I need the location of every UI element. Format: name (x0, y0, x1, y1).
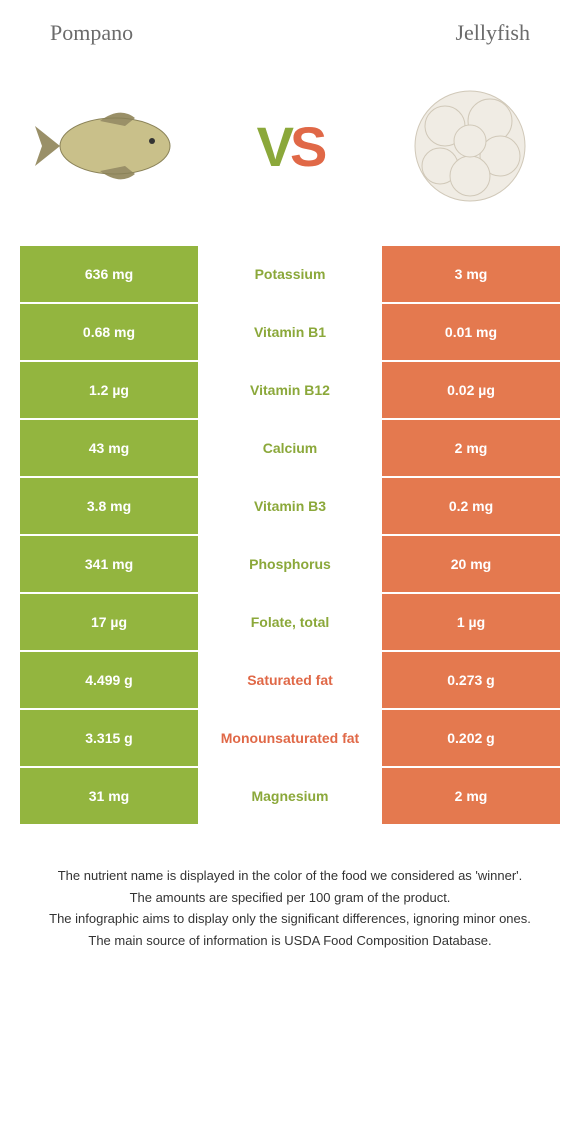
value-right: 0.202 g (382, 710, 560, 766)
value-right: 1 µg (382, 594, 560, 650)
nutrient-label: Folate, total (198, 594, 382, 650)
table-row: 3.315 gMonounsaturated fat0.202 g (20, 710, 560, 766)
table-row: 17 µgFolate, total1 µg (20, 594, 560, 650)
value-left: 3.315 g (20, 710, 198, 766)
vs-label: VS (257, 114, 324, 179)
vs-s: S (290, 115, 323, 178)
value-right: 0.02 µg (382, 362, 560, 418)
value-left: 341 mg (20, 536, 198, 592)
table-row: 0.68 mgVitamin B10.01 mg (20, 304, 560, 360)
title-jellyfish: Jellyfish (455, 20, 530, 46)
value-left: 636 mg (20, 246, 198, 302)
footnotes: The nutrient name is displayed in the co… (0, 826, 580, 972)
images-row: VS (0, 56, 580, 246)
value-left: 1.2 µg (20, 362, 198, 418)
pompano-image (30, 86, 190, 206)
nutrient-label: Calcium (198, 420, 382, 476)
nutrient-label: Vitamin B3 (198, 478, 382, 534)
footnote-2: The amounts are specified per 100 gram o… (30, 888, 550, 908)
header: Pompano Jellyfish (0, 0, 580, 56)
jellyfish-image (390, 86, 550, 206)
value-right: 0.01 mg (382, 304, 560, 360)
value-left: 31 mg (20, 768, 198, 824)
value-right: 2 mg (382, 420, 560, 476)
table-row: 3.8 mgVitamin B30.2 mg (20, 478, 560, 534)
value-left: 0.68 mg (20, 304, 198, 360)
table-row: 1.2 µgVitamin B120.02 µg (20, 362, 560, 418)
nutrient-label: Vitamin B1 (198, 304, 382, 360)
nutrient-label: Saturated fat (198, 652, 382, 708)
value-right: 20 mg (382, 536, 560, 592)
value-left: 43 mg (20, 420, 198, 476)
nutrient-label: Magnesium (198, 768, 382, 824)
value-left: 4.499 g (20, 652, 198, 708)
value-right: 0.2 mg (382, 478, 560, 534)
value-right: 2 mg (382, 768, 560, 824)
table-row: 636 mgPotassium3 mg (20, 246, 560, 302)
value-left: 17 µg (20, 594, 198, 650)
footnote-3: The infographic aims to display only the… (30, 909, 550, 929)
nutrient-label: Vitamin B12 (198, 362, 382, 418)
table-row: 43 mgCalcium2 mg (20, 420, 560, 476)
nutrient-label: Phosphorus (198, 536, 382, 592)
vs-v: V (257, 115, 290, 178)
table-row: 341 mgPhosphorus20 mg (20, 536, 560, 592)
nutrient-label: Monounsaturated fat (198, 710, 382, 766)
value-left: 3.8 mg (20, 478, 198, 534)
nutrient-label: Potassium (198, 246, 382, 302)
comparison-table: 636 mgPotassium3 mg0.68 mgVitamin B10.01… (0, 246, 580, 824)
footnote-1: The nutrient name is displayed in the co… (30, 866, 550, 886)
table-row: 31 mgMagnesium2 mg (20, 768, 560, 824)
table-row: 4.499 gSaturated fat0.273 g (20, 652, 560, 708)
value-right: 0.273 g (382, 652, 560, 708)
footnote-4: The main source of information is USDA F… (30, 931, 550, 951)
title-pompano: Pompano (50, 20, 133, 46)
value-right: 3 mg (382, 246, 560, 302)
